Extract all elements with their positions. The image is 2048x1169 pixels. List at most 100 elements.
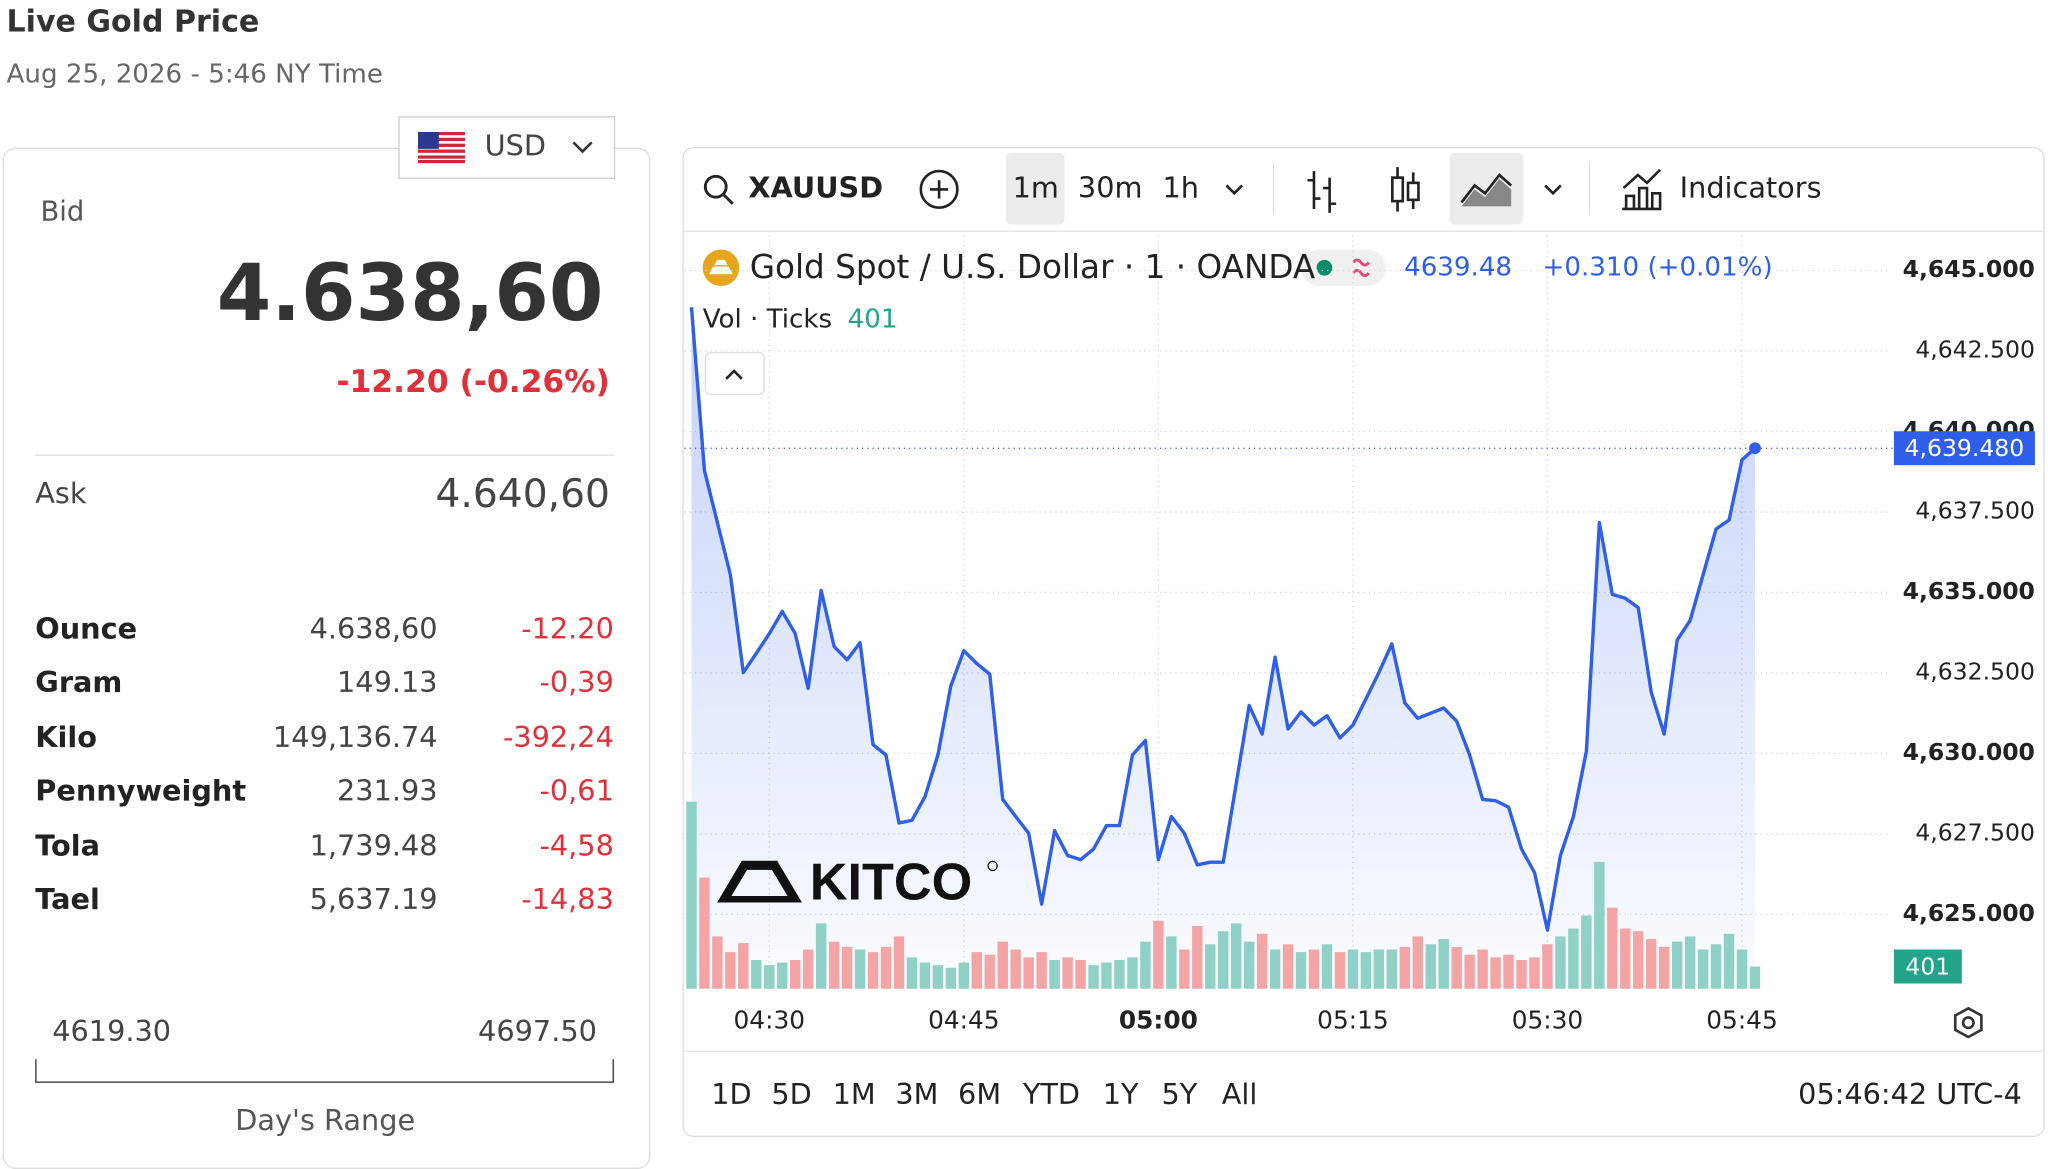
volume-bar [997,941,1008,989]
logo-text: KITCO [810,853,973,911]
bid-change: -12.20 (-0.26%) [336,363,610,400]
volume-bar [958,962,970,989]
volume-bar [1568,928,1579,989]
volume-value: 401 [848,304,898,334]
volume-bar [1684,936,1696,989]
interval[interactable]: 1h [1162,170,1198,204]
range-low: 4619.30 [52,1016,172,1049]
volume-bar [802,949,814,989]
y-tick-label: 4,625.000 [1903,899,2035,927]
unit-name: Kilo [35,722,97,755]
unit-price: 4.638,60 [309,613,438,647]
unit-change: -0,61 [539,776,614,809]
volume-bar [828,941,840,989]
chart: XAUUSD Indicators 1m 30m 1h 1D 5D 1M 3M 6M YTD 1Y… [682,146,2045,1137]
range-bar [35,1059,614,1083]
volume-bar [1010,949,1021,989]
indicators[interactable]: Indicators [1680,170,1822,204]
range-button[interactable]: 1M [833,1077,876,1111]
volume-bar [1620,928,1631,989]
volume-bar [1477,949,1488,989]
chevron [572,141,593,154]
range-button[interactable]: 5D [771,1077,811,1111]
volume-bar [1464,954,1475,989]
delayed-icon [1351,258,1370,278]
ask-label: Ask [35,478,87,511]
volume-bar [893,936,905,989]
volume-bar [1036,952,1047,989]
indicators-icon[interactable] [1622,168,1662,211]
volume-bar [1205,944,1216,989]
chart-type-active[interactable] [1449,152,1523,225]
candles-icon[interactable] [1391,167,1420,212]
range-label: Day's Range [235,1104,416,1138]
last-point [1749,442,1761,455]
settings-icon[interactable] [1953,1006,1983,1039]
volume-bar [867,952,879,989]
unit-name: Tola [35,830,101,863]
range-button[interactable]: 5Y [1162,1077,1198,1111]
price-line [689,307,1757,932]
volume-bar [686,801,697,989]
chart-type-menu[interactable] [1544,184,1562,196]
volume-bar [1088,965,1099,989]
unit-change: -14,83 [521,884,614,917]
volume-bar [1399,946,1411,989]
divider [35,454,614,456]
series-title: Gold Spot / U.S. Dollar · 1 · OANDA [750,248,1316,286]
volume-bar [880,946,892,989]
range-button[interactable]: YTD [1022,1077,1080,1111]
volume-bar [699,877,710,989]
volume-bar [1166,936,1177,989]
volume-bar [725,952,736,989]
volume-bar [1723,933,1735,989]
volume-bar [1749,966,1761,989]
unit-name: Gram [35,667,123,701]
range-button[interactable]: 1Y [1103,1077,1139,1111]
bid-price: 4.638,60 [216,248,604,340]
volume-bar [1658,946,1670,989]
volume-bar [1101,962,1112,989]
y-tick-label: 4,642.500 [1915,335,2035,363]
range-button[interactable]: All [1222,1077,1258,1111]
x-tick-label: 05:45 [1706,1005,1777,1034]
volume-bar [1386,949,1398,989]
volume-bar [1581,915,1592,989]
unit-change: -0,39 [539,667,614,701]
volume-bar [945,967,957,989]
market-open-dot [1316,259,1333,276]
volume-bar [1230,923,1242,989]
interval[interactable]: 30m [1078,170,1143,204]
bars-icon[interactable] [1307,171,1337,213]
plot-area [684,235,1894,989]
volume-bar [841,946,853,989]
volume-bar [1373,949,1385,989]
unit-name: Pennyweight [35,776,247,809]
volume-bar [932,965,944,989]
legend-price: 4639.48 [1404,252,1512,282]
volume-title: Vol · Ticks [703,304,832,334]
volume-bar [1179,949,1190,989]
range-button[interactable]: 1D [711,1077,751,1111]
currency-select[interactable]: USD [398,116,616,179]
last-volume-label: 401 [1905,952,1950,980]
x-tick-label: 04:30 [734,1005,805,1034]
volume-bar [1127,957,1138,989]
unit-change: -4,58 [539,830,614,863]
interval-menu[interactable] [1225,184,1244,196]
range-button[interactable]: 3M [895,1077,938,1111]
flag [417,131,465,164]
unit-change: -12.20 [521,613,614,647]
symbol[interactable]: XAUUSD [748,170,883,204]
volume-bar [1555,936,1566,989]
search-icon[interactable] [703,174,734,205]
page: Live Gold Price Aug 25, 2026 - 5:46 NY T… [2,5,2045,1169]
collapse-button[interactable] [704,351,765,396]
volume-bar [764,965,775,989]
interval[interactable]: 1m [1013,170,1059,204]
range-button[interactable]: 6M [958,1077,1001,1111]
y-tick-label: 4,630.000 [1903,738,2035,766]
logo-mark [717,860,802,903]
add-symbol[interactable] [919,169,959,209]
volume-bar [1671,941,1683,989]
